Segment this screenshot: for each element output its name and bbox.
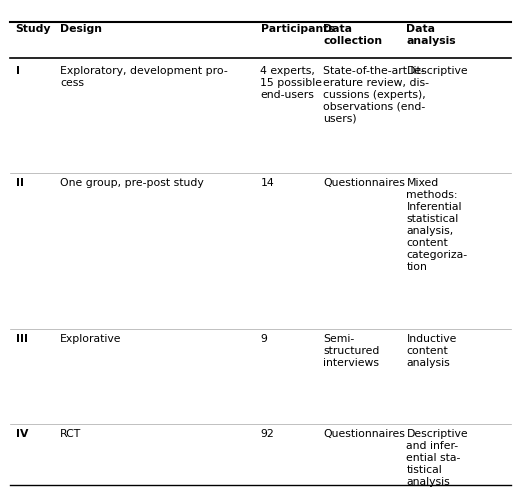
Text: Descriptive
and infer-
ential sta-
tistical
analysis: Descriptive and infer- ential sta- tisti… xyxy=(406,429,468,487)
Text: 92: 92 xyxy=(260,429,274,439)
Text: RCT: RCT xyxy=(60,429,81,439)
Text: Descriptive: Descriptive xyxy=(406,66,468,76)
Text: Semi-
structured
interviews: Semi- structured interviews xyxy=(323,334,379,368)
Text: Data
collection: Data collection xyxy=(323,24,382,46)
Text: 9: 9 xyxy=(260,334,267,344)
Text: Inductive
content
analysis: Inductive content analysis xyxy=(406,334,457,368)
Text: Mixed
methods:
Inferential
statistical
analysis,
content
categoriza-
tion: Mixed methods: Inferential statistical a… xyxy=(406,178,467,272)
Text: Design: Design xyxy=(60,24,102,35)
Text: Explorative: Explorative xyxy=(60,334,121,344)
Text: Questionnaires: Questionnaires xyxy=(323,178,405,188)
Text: II: II xyxy=(16,178,23,188)
Text: Questionnaires: Questionnaires xyxy=(323,429,405,439)
Text: Exploratory, development pro-
cess: Exploratory, development pro- cess xyxy=(60,66,228,88)
Text: One group, pre-post study: One group, pre-post study xyxy=(60,178,204,188)
Text: Participants: Participants xyxy=(260,24,334,35)
Text: III: III xyxy=(16,334,28,344)
Text: State-of-the-art lit-
erature review, dis-
cussions (experts),
observations (end: State-of-the-art lit- erature review, di… xyxy=(323,66,429,124)
Text: 4 experts,
15 possible
end-users: 4 experts, 15 possible end-users xyxy=(260,66,322,100)
Text: Data
analysis: Data analysis xyxy=(406,24,456,46)
Text: 14: 14 xyxy=(260,178,274,188)
Text: Study: Study xyxy=(16,24,51,35)
Text: IV: IV xyxy=(16,429,28,439)
Text: I: I xyxy=(16,66,20,76)
